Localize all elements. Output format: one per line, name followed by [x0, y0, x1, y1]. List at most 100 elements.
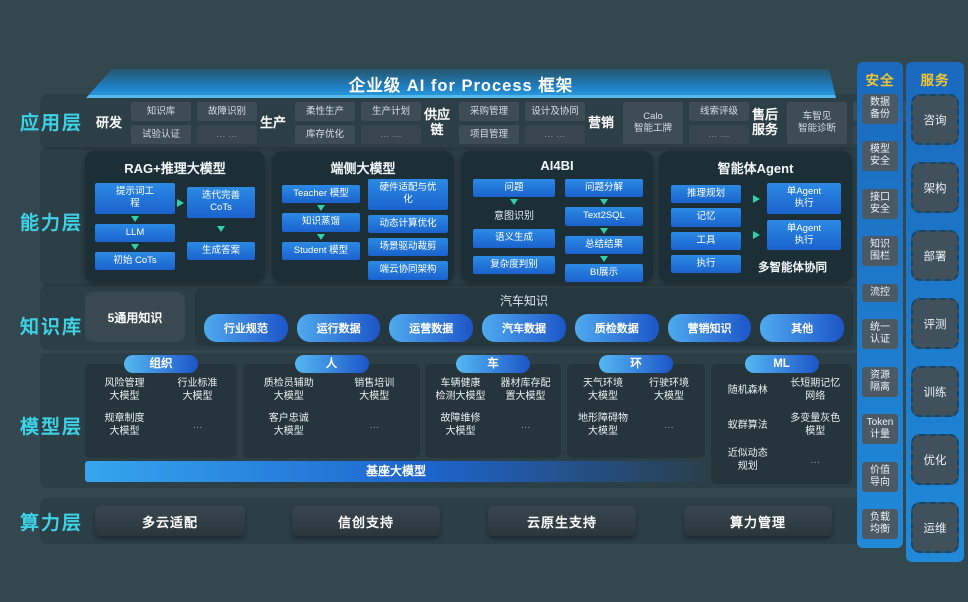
security-item: 价值 导向: [862, 461, 898, 492]
flow-node: 推理规划: [671, 185, 741, 204]
app-group-production: 生产 柔性生产 库存优化 生产计划 … …: [257, 99, 421, 147]
compute-box-management: 算力管理: [684, 506, 832, 536]
arrow-down-icon: [317, 205, 325, 212]
group-pill: 车: [456, 355, 530, 373]
group-pill: ML: [744, 355, 819, 373]
model-item: 天气环境 大模型: [583, 378, 623, 402]
app-group-label: 供应链: [423, 107, 450, 137]
app-group-label: 售后服务: [751, 107, 778, 137]
flow-node: 硬件适配与优 化: [368, 179, 448, 210]
model-item: …: [664, 419, 674, 431]
flow-node: 工具: [671, 231, 741, 251]
security-item: 知识 围栏: [862, 236, 898, 267]
service-item: 优化: [911, 434, 959, 485]
security-item: 接口 安全: [862, 188, 898, 219]
model-item: 多变量灰色 模型: [790, 413, 841, 437]
app-cell: 柔性生产: [295, 102, 355, 121]
model-item: 车辆健康 检测大模型: [435, 378, 486, 402]
app-cell: … …: [525, 125, 585, 144]
app-group-label: 营销: [587, 114, 614, 130]
app-cell: 采购管理: [459, 102, 519, 121]
flow-node: 执行: [671, 255, 741, 274]
arrow-right-icon: [753, 195, 760, 203]
arrow-down-icon: [131, 215, 139, 222]
knowledge-pill: 运营数据: [389, 314, 474, 342]
model-item: 风险管理 大模型: [104, 378, 145, 402]
flow-node: 场景驱动裁剪: [368, 238, 448, 257]
app-cell: 设计及协同: [525, 102, 585, 121]
card-title: 智能体Agent: [717, 161, 794, 176]
layer-label-capability: 能力层: [20, 213, 84, 234]
security-item: 数据 备份: [862, 94, 898, 124]
application-layer-row: 研发 知识库 试验认证 故障识别 … … 生产 柔性生产 库存优化 生产计划 ……: [93, 99, 913, 147]
model-group-person: 人 质检员辅助 大模型 销售培训 大模型 客户忠诚 大模型 …: [243, 355, 420, 458]
model-group-organization: 组织 风险管理 大模型 行业标准 大模型 规章制度 大模型 …: [85, 355, 237, 458]
model-item: …: [192, 419, 203, 431]
model-item: …: [810, 454, 821, 466]
model-item: 近似动态 规划: [727, 448, 768, 472]
security-item: Token 计量: [862, 414, 898, 445]
model-item: 行业标准 大模型: [177, 378, 218, 402]
security-item: 资源 隔离: [862, 366, 898, 397]
flow-node: 复杂度判别: [473, 255, 555, 275]
model-group-vehicle: 车 车辆健康 检测大模型 器材库存配 置大模型 故障维修 大模型 …: [425, 355, 561, 458]
page-title: 企业级 AI for Process 框架: [348, 76, 574, 95]
card-title: 端侧大模型: [330, 161, 396, 176]
flow-node: 生成答案: [187, 241, 255, 261]
security-item: 统一 认证: [862, 319, 898, 350]
foundation-model-bar: 基座大模型: [85, 461, 707, 482]
model-group-environment: 环 天气环境 大模型 行驶环境 大模型 地形障碍物 大模型 …: [567, 355, 705, 458]
service-item: 训练: [911, 366, 959, 417]
compute-box-multicloud: 多云适配: [95, 506, 245, 536]
general-knowledge-box: 5通用知识: [85, 292, 185, 342]
arrow-down-icon: [510, 199, 518, 206]
security-item: 流控: [862, 283, 898, 302]
capability-card-rag: RAG+推理大模型 提示词工 程 LLM 初始 CoTs 迭代完善 CoTs 生…: [85, 151, 265, 282]
model-item: 长短期记忆 网络: [790, 378, 841, 402]
flow-node: 知识蒸馏: [282, 213, 360, 232]
security-item: 负载 均衡: [862, 508, 898, 539]
model-item: 故障维修 大模型: [440, 413, 481, 437]
arrow-down-icon: [317, 233, 325, 240]
knowledge-pill: 其他: [760, 314, 845, 342]
model-item: 器材库存配 置大模型: [500, 378, 551, 402]
security-item: 模型 安全: [862, 141, 898, 172]
flow-node: LLM: [95, 223, 175, 243]
auto-knowledge-panel: 汽车知识 行业规范 运行数据 运营数据 汽车数据 质检数据 营销知识 其他: [195, 288, 853, 346]
flow-node: 初始 CoTs: [95, 252, 175, 271]
app-group-rd: 研发 知识库 试验认证 故障识别 … …: [93, 99, 257, 147]
app-cell: 库存优化: [295, 125, 355, 144]
flow-node: 动态计算优化: [368, 214, 448, 234]
model-item: 质检员辅助 大模型: [263, 378, 314, 402]
arrow-down-icon: [600, 199, 608, 206]
knowledge-pill: 营销知识: [667, 314, 752, 342]
capability-card-edge-model: 端侧大模型 Teacher 模型 知识蒸馏 Student 模型 硬件适配与优 …: [272, 151, 454, 282]
model-item: …: [369, 419, 380, 431]
arrow-right-icon: [753, 231, 760, 239]
app-cell: 故障识别: [197, 102, 257, 121]
flow-node: 单Agent 执行: [767, 219, 841, 251]
card-title: RAG+推理大模型: [124, 161, 226, 176]
layer-label-knowledge: 知识库: [20, 317, 84, 338]
model-item: 行驶环境 大模型: [649, 378, 689, 402]
flow-node: Teacher 模型: [282, 185, 360, 204]
flow-node: 提示词工 程: [95, 183, 175, 214]
group-pill: 组织: [124, 355, 198, 373]
flow-node: 记忆: [671, 208, 741, 227]
model-item: 随机森林: [727, 384, 768, 396]
flow-node: 问题: [473, 179, 555, 198]
card-title: AI4BI: [540, 158, 574, 173]
app-cell: 试验认证: [131, 125, 191, 144]
arrow-down-icon: [600, 227, 608, 234]
arrow-down-icon: [131, 244, 139, 251]
capability-card-ai4bi: AI4BI 问题 意图识别 语义生成 复杂度判别 问题分解 Text2SQL 总…: [461, 151, 653, 283]
flow-node: BI展示: [565, 264, 643, 283]
group-pill: 人: [294, 355, 369, 373]
app-cell: … …: [361, 125, 421, 144]
title-banner: 企业级 AI for Process 框架: [86, 69, 836, 98]
layer-label-application: 应用层: [20, 113, 84, 134]
layer-label-model: 模型层: [20, 417, 84, 438]
service-title: 服务: [920, 73, 950, 88]
app-cell: 项目管理: [459, 125, 519, 144]
